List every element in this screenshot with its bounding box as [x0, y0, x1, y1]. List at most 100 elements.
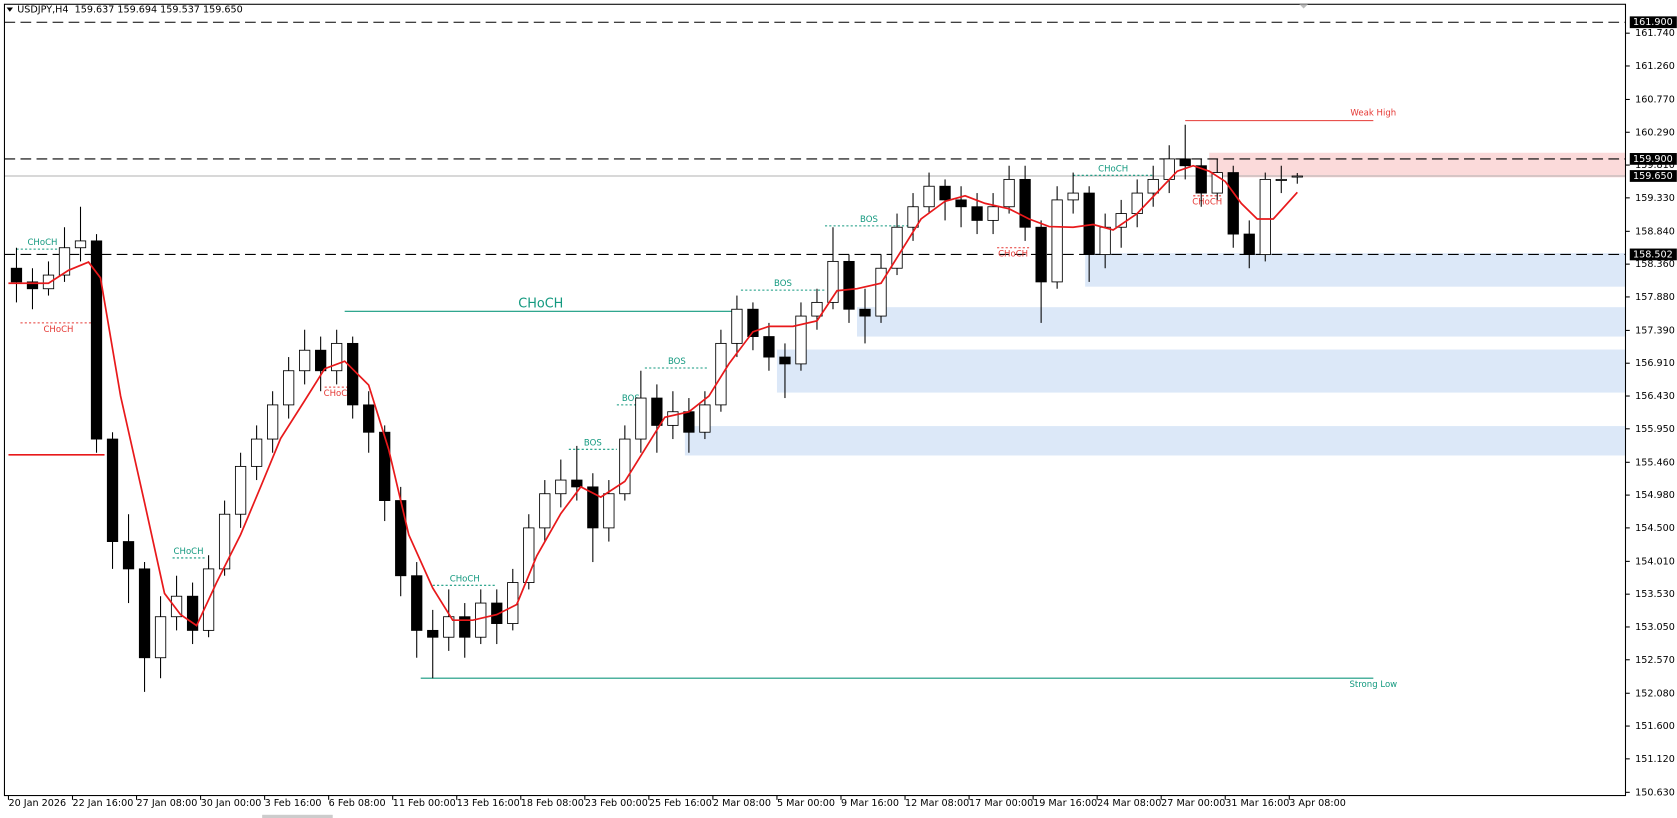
candle-body	[1147, 178, 1159, 194]
candle-body	[539, 493, 551, 529]
candle-body	[234, 465, 247, 515]
structure-label: CHoCH	[518, 296, 563, 311]
candle-body	[1243, 233, 1255, 255]
menu-triangle[interactable]	[6, 7, 14, 12]
candle-body	[1035, 226, 1047, 283]
x-tick-label: 6 Feb 08:00	[329, 798, 386, 809]
candle-body	[475, 602, 487, 638]
level-label: 159.900	[1633, 154, 1673, 165]
y-tick-label: 151.120	[1635, 754, 1675, 765]
candle-body	[26, 281, 39, 290]
structure-label: BOS	[622, 394, 640, 404]
structure-label: CHoCH	[998, 250, 1028, 260]
y-tick-label: 154.500	[1635, 523, 1675, 534]
candle-body	[971, 206, 983, 221]
candle-body	[267, 404, 279, 440]
x-tick-label: 25 Feb 16:00	[649, 798, 712, 809]
zone	[1209, 152, 1626, 178]
x-tick-label: 19 Mar 16:00	[1033, 798, 1097, 809]
y-tick-label: 158.840	[1635, 226, 1675, 237]
level-label-box	[1629, 153, 1677, 165]
level-label: 159.650	[1633, 171, 1673, 182]
candle-body	[811, 301, 823, 317]
candle-body	[1195, 165, 1207, 194]
y-tick-label: 159.330	[1635, 193, 1675, 204]
candle-body	[299, 349, 311, 372]
x-tick-label: 20 Jan 2026	[8, 798, 66, 809]
candle-body	[1099, 226, 1111, 255]
y-tick-label: 153.530	[1635, 589, 1675, 600]
candle-body	[1083, 192, 1095, 255]
candle-body	[1003, 178, 1015, 208]
candle-body	[715, 342, 727, 406]
candle-body	[795, 315, 807, 365]
candle-body	[186, 595, 199, 631]
y-tick-label: 155.460	[1635, 457, 1675, 468]
candle-body	[779, 356, 791, 365]
candle-body	[170, 595, 183, 618]
zone	[776, 349, 1626, 393]
x-tick-label: 30 Jan 00:00	[201, 798, 262, 809]
level-label-box	[1629, 248, 1677, 261]
candle-body	[1019, 178, 1031, 228]
x-tick-label: 9 Mar 16:00	[841, 798, 899, 809]
candle-body	[443, 616, 455, 638]
y-tick-label: 157.390	[1635, 325, 1675, 336]
x-tick-label: 17 Mar 00:00	[969, 798, 1033, 809]
x-tick-label: 18 Feb 08:00	[521, 798, 584, 809]
candle-body	[939, 185, 951, 201]
y-tick-label: 159.810	[1635, 160, 1675, 171]
y-tick-label: 161.740	[1635, 28, 1675, 39]
structure-label: CHoCH	[1098, 164, 1128, 174]
y-tick-label: 158.360	[1635, 259, 1675, 270]
candle-body	[315, 349, 327, 372]
y-tick-label: 154.010	[1635, 556, 1675, 567]
y-tick-label: 160.290	[1635, 127, 1675, 138]
candle-body	[122, 541, 135, 570]
candle-body	[1291, 175, 1303, 178]
y-tick-label: 152.080	[1635, 688, 1675, 699]
y-tick-label: 161.260	[1635, 61, 1675, 72]
candle-body	[843, 260, 855, 310]
x-tick-label: 27 Jan 08:00	[137, 798, 198, 809]
x-tick-label: 5 Mar 00:00	[777, 798, 835, 809]
structure-label: CHoCH	[450, 574, 480, 584]
scrollbar[interactable]	[262, 814, 333, 818]
candle-body	[106, 438, 119, 542]
structure-label: BOS	[668, 357, 686, 367]
y-tick-label: 150.630	[1635, 787, 1675, 798]
candle-body	[10, 267, 23, 283]
candle-body	[651, 397, 663, 426]
candle-body	[1051, 199, 1063, 283]
candle-body	[603, 493, 615, 529]
candle-body	[58, 247, 71, 276]
y-tick-label: 154.980	[1635, 490, 1675, 501]
candle-body	[555, 479, 567, 495]
structure-label: Weak High	[1350, 109, 1396, 119]
zone	[684, 426, 1626, 456]
x-tick-label: 13 Feb 16:00	[457, 798, 520, 809]
shift-marker	[1299, 4, 1308, 9]
candle-body	[1179, 158, 1191, 167]
candle-body	[459, 616, 471, 638]
structure-label: BOS	[584, 438, 602, 448]
zone	[1085, 253, 1626, 287]
candle-body	[523, 527, 535, 583]
candle-body	[635, 397, 647, 440]
candle-body	[1275, 178, 1287, 181]
candle-body	[827, 260, 839, 303]
candle-body	[74, 240, 87, 249]
candle-body	[907, 206, 919, 228]
candle-body	[411, 575, 423, 631]
candle-body	[699, 404, 711, 433]
candle-body	[987, 206, 999, 221]
structure-label: CHoCH	[174, 547, 204, 557]
candle-body	[923, 185, 935, 208]
candle-body	[331, 342, 343, 372]
plot-frame	[3, 3, 1627, 797]
structure-label: CHoCH	[43, 325, 73, 335]
x-tick-label: 3 Feb 16:00	[265, 798, 322, 809]
